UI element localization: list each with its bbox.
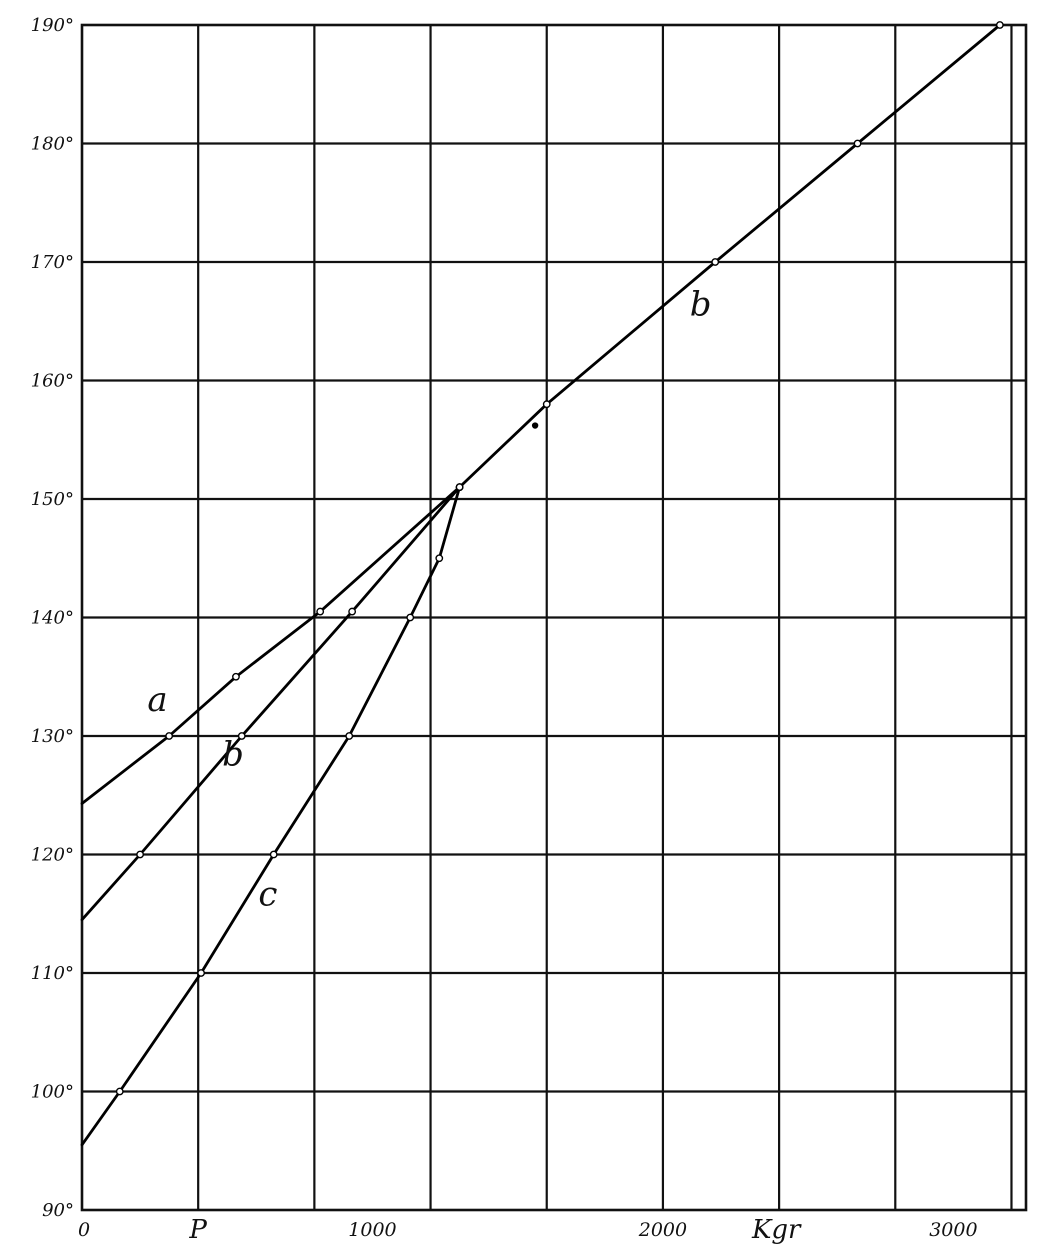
x-axis-marker-label: P [188,1215,207,1245]
curve-label-a: a [147,680,167,720]
data-point-c [345,732,354,740]
data-point-c [406,613,415,622]
data-point-c [269,850,278,859]
data-point-b [136,850,144,859]
series-line-b [80,23,1002,922]
data-point-b [853,139,862,148]
curve-labels-group: a b c b [147,284,711,914]
y-tick-label: 110° [31,963,74,984]
series-group [80,23,1002,1147]
data-point-c [115,1087,124,1096]
series-line-a [80,485,462,805]
data-point-a [165,732,174,740]
data-point-a [232,672,240,681]
x-tick-label: 2000 [638,1219,687,1241]
data-point-a [316,607,325,616]
y-tick-label: 140° [31,608,74,629]
y-tick-label: 100° [31,1082,74,1103]
x-axis-tick-labels: 0 1000 2000 3000 [78,1219,978,1241]
curve-label-b: b [222,735,244,775]
y-tick-label: 180° [31,134,74,155]
y-tick-label: 150° [31,489,74,510]
data-point-c [455,483,464,492]
y-tick-label: 130° [31,726,74,747]
data-point-loose [531,422,539,429]
data-point-b [995,21,1004,29]
series-line-c [80,485,462,1147]
x-axis-unit-label: Kgr [751,1215,802,1245]
y-axis-tick-labels: 90° 100° 110° 120° 130° 140° 150° 160° 170° 180° 1… [31,15,74,1221]
y-tick-label: 120° [31,845,74,866]
y-tick-label: 90° [42,1200,74,1221]
x-tick-label: 1000 [348,1219,396,1241]
x-tick-label: 0 [78,1219,90,1241]
curve-label-b: b [690,284,712,324]
data-point-b [542,400,551,409]
grid [82,25,1026,1210]
data-point-b [348,607,357,616]
data-point-c [197,969,205,977]
data-point-b [711,258,720,266]
y-tick-label: 170° [31,252,74,273]
plot-frame [80,23,1028,1212]
y-tick-label: 190° [31,15,74,36]
data-point-b [237,732,246,740]
data-points-group [115,21,1004,1096]
data-point-c [435,554,444,563]
x-tick-label: 3000 [929,1219,977,1241]
y-tick-label: 160° [31,371,74,392]
curve-label-c: c [258,874,277,914]
